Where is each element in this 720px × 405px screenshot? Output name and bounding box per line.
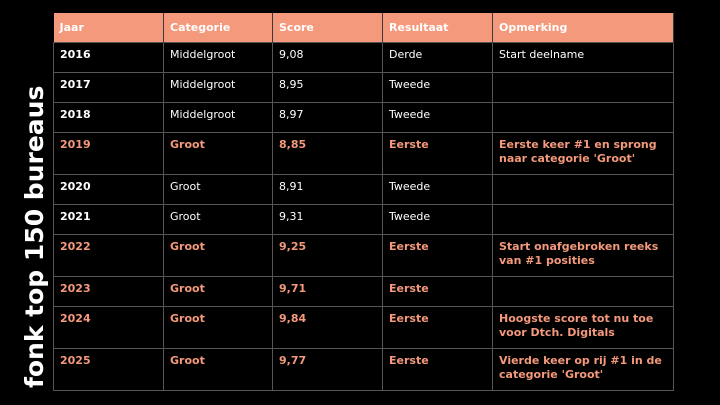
cell-jaar: 2023	[53, 276, 164, 307]
cell-opmerking: Start onafgebroken reeks van #1 posities	[492, 234, 674, 277]
cell-opmerking: Eerste keer #1 en sprong naar categorie …	[492, 132, 674, 175]
cell-score: 9,31	[272, 204, 383, 235]
cell-score: 8,91	[272, 174, 383, 205]
cell-opmerking	[492, 204, 674, 235]
cell-categorie: Middelgroot	[163, 42, 273, 73]
cell-categorie: Middelgroot	[163, 72, 273, 103]
table-row: 2020 Groot 8,91 Tweede	[53, 174, 674, 205]
cell-jaar: 2022	[53, 234, 164, 277]
cell-categorie: Groot	[163, 348, 273, 391]
cell-jaar: 2024	[53, 306, 164, 349]
header-categorie: Categorie	[163, 13, 273, 43]
cell-opmerking: Vierde keer op rij #1 in de categorie 'G…	[492, 348, 674, 391]
cell-categorie: Groot	[163, 204, 273, 235]
header-jaar: Jaar	[53, 13, 164, 43]
cell-categorie: Groot	[163, 132, 273, 175]
table-row: 2023 Groot 9,71 Eerste	[53, 276, 674, 307]
cell-jaar: 2021	[53, 204, 164, 235]
cell-categorie: Middelgroot	[163, 102, 273, 133]
cell-score: 9,84	[272, 306, 383, 349]
cell-score: 9,08	[272, 42, 383, 73]
table-header-row: Jaar Categorie Score Resultaat Opmerking	[53, 13, 674, 43]
cell-resultaat: Eerste	[382, 234, 493, 277]
cell-score: 8,85	[272, 132, 383, 175]
cell-jaar: 2025	[53, 348, 164, 391]
table-body: 2016 Middelgroot 9,08 Derde Start deelname 20…	[53, 42, 674, 391]
header-score: Score	[272, 13, 383, 43]
cell-opmerking: Hoogste score tot nu toe voor Dtch. Digi…	[492, 306, 674, 349]
table-row: 2017 Middelgroot 8,95 Tweede	[53, 72, 674, 103]
cell-score: 9,77	[272, 348, 383, 391]
cell-jaar: 2019	[53, 132, 164, 175]
cell-resultaat: Tweede	[382, 72, 493, 103]
cell-opmerking	[492, 72, 674, 103]
cell-resultaat: Tweede	[382, 174, 493, 205]
header-resultaat: Resultaat	[382, 13, 493, 43]
cell-categorie: Groot	[163, 306, 273, 349]
cell-jaar: 2018	[53, 102, 164, 133]
side-title: fonk top 150 bureaus	[20, 85, 49, 388]
cell-score: 9,25	[272, 234, 383, 277]
cell-categorie: Groot	[163, 174, 273, 205]
cell-score: 9,71	[272, 276, 383, 307]
cell-resultaat: Derde	[382, 42, 493, 73]
cell-resultaat: Tweede	[382, 102, 493, 133]
cell-opmerking	[492, 102, 674, 133]
table-row: 2021 Groot 9,31 Tweede	[53, 204, 674, 235]
cell-categorie: Groot	[163, 234, 273, 277]
cell-score: 8,95	[272, 72, 383, 103]
cell-jaar: 2020	[53, 174, 164, 205]
cell-jaar: 2016	[53, 42, 164, 73]
table-row: 2018 Middelgroot 8,97 Tweede	[53, 102, 674, 133]
table-row: 2016 Middelgroot 9,08 Derde Start deelname	[53, 42, 674, 73]
results-table: Jaar Categorie Score Resultaat Opmerking…	[53, 13, 674, 391]
cell-score: 8,97	[272, 102, 383, 133]
table-row: 2024 Groot 9,84 Eerste Hoogste score tot nu …	[53, 306, 674, 349]
table-row: 2025 Groot 9,77 Eerste Vierde keer op rij #1…	[53, 348, 674, 391]
table-row: 2022 Groot 9,25 Eerste Start onafgebroken re…	[53, 234, 674, 277]
cell-resultaat: Eerste	[382, 276, 493, 307]
cell-resultaat: Tweede	[382, 204, 493, 235]
cell-jaar: 2017	[53, 72, 164, 103]
cell-opmerking	[492, 276, 674, 307]
cell-categorie: Groot	[163, 276, 273, 307]
cell-opmerking	[492, 174, 674, 205]
table-row: 2019 Groot 8,85 Eerste Eerste keer #1 en spr…	[53, 132, 674, 175]
cell-resultaat: Eerste	[382, 348, 493, 391]
header-opmerking: Opmerking	[492, 13, 674, 43]
cell-resultaat: Eerste	[382, 132, 493, 175]
cell-opmerking: Start deelname	[492, 42, 674, 73]
cell-resultaat: Eerste	[382, 306, 493, 349]
